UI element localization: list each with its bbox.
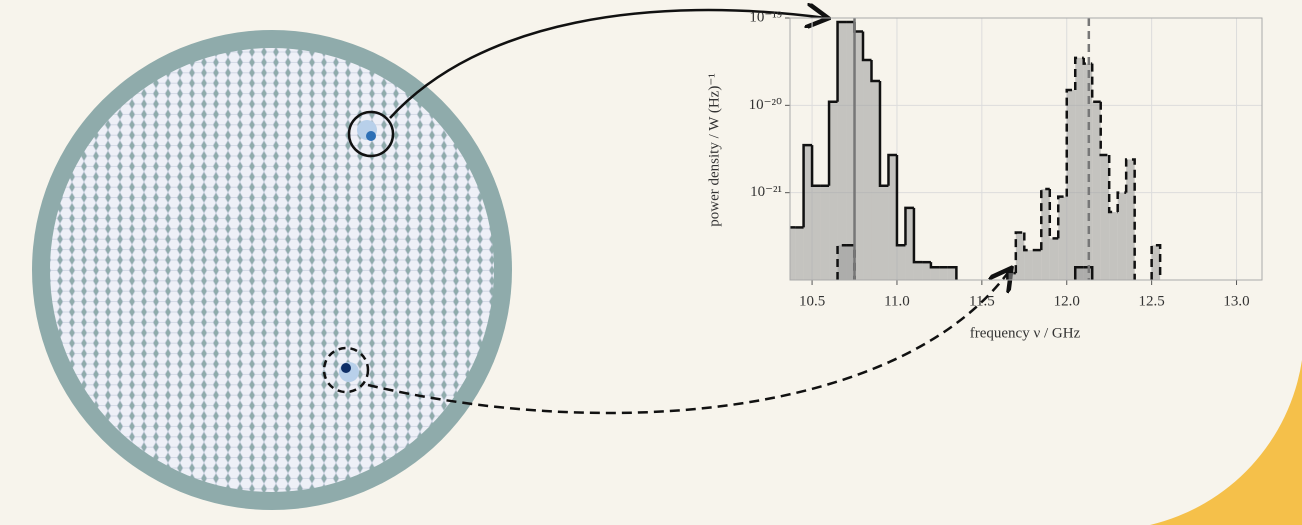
bin — [1007, 273, 1016, 280]
bin — [922, 262, 931, 280]
x-tick-label: 10.5 — [799, 293, 825, 309]
bin — [863, 60, 872, 280]
x-tick-label: 13.0 — [1223, 293, 1249, 309]
x-tick-label: 11.5 — [969, 293, 995, 309]
bin-outline — [836, 243, 847, 280]
bin-outline — [1090, 63, 1101, 103]
bin — [930, 267, 940, 280]
bin — [1126, 159, 1135, 280]
x-tick-label: 12.5 — [1139, 293, 1165, 309]
plot-frame — [789, 17, 1263, 281]
bin-outline — [887, 153, 897, 186]
bin — [871, 80, 880, 280]
bin — [812, 185, 821, 280]
arrow-solid — [389, 10, 826, 119]
bin-outline — [1083, 265, 1094, 280]
bin-outline — [904, 206, 914, 246]
bin-outline — [1116, 191, 1127, 213]
bin — [947, 267, 957, 280]
bin-outline — [1150, 243, 1162, 280]
bin-outline — [1057, 195, 1067, 239]
bin-outline — [1023, 232, 1033, 252]
bin-outline — [870, 60, 880, 83]
bin-outline — [947, 265, 958, 280]
bin — [1024, 250, 1033, 280]
bin — [1151, 245, 1161, 280]
bin — [879, 185, 889, 280]
hot-pixels — [339, 120, 377, 382]
bin-outline — [861, 31, 872, 62]
bin-outline — [878, 80, 889, 188]
bin — [1058, 196, 1067, 280]
bin-outline — [1048, 189, 1059, 240]
bin — [905, 207, 914, 280]
bin-outline — [1099, 101, 1110, 157]
bin-outline — [836, 20, 847, 102]
bin — [896, 245, 906, 280]
bin — [1049, 238, 1059, 280]
bin — [846, 245, 855, 280]
y-axis-label: power density / W (Hz)⁻¹ — [706, 73, 722, 227]
bin-outline — [810, 145, 821, 188]
bin-outline — [1124, 158, 1136, 280]
bin — [837, 245, 847, 280]
bin-outline — [790, 226, 796, 229]
bin-outline — [802, 143, 813, 228]
bin — [854, 31, 864, 280]
bin — [803, 145, 813, 280]
bin-outline — [1082, 57, 1093, 65]
bin — [1100, 154, 1110, 280]
bin-outline — [912, 207, 923, 264]
marker-dashed — [322, 346, 370, 394]
bin — [846, 21, 855, 280]
bin-outline — [1006, 271, 1016, 280]
bin-outline — [1107, 154, 1118, 214]
histogram-plot: power density / W (Hz)⁻¹ frequency ν / G… — [706, 9, 1263, 341]
y-tick-label: 10⁻²⁰ — [749, 97, 782, 113]
bin — [888, 154, 897, 280]
arrow-dashed — [367, 270, 1010, 415]
bin-outline — [929, 262, 940, 269]
bin — [1041, 189, 1050, 280]
bin — [820, 185, 830, 280]
bin-outline — [827, 100, 838, 186]
x-axis-label: frequency ν / GHz — [970, 325, 1081, 341]
bin — [795, 227, 804, 280]
bin — [1032, 250, 1042, 280]
bin — [790, 227, 796, 280]
marker-solid — [347, 110, 395, 158]
bin — [1083, 63, 1093, 280]
y-tick-label: 10⁻¹⁹ — [749, 9, 782, 25]
bin-outline — [1040, 187, 1050, 251]
detector-array — [50, 48, 494, 492]
bin-outline — [895, 154, 906, 247]
bin — [1092, 101, 1101, 280]
x-tick-label: 12.0 — [1054, 293, 1080, 309]
bin — [1015, 232, 1025, 280]
bin — [1117, 192, 1127, 280]
bin — [913, 262, 923, 280]
x-tick-label: 11.0 — [884, 293, 910, 309]
bin — [837, 21, 847, 280]
bin — [829, 101, 838, 280]
bin — [939, 267, 948, 280]
bin — [1109, 212, 1118, 280]
bin-outline — [1065, 88, 1076, 197]
bin-outline — [1014, 231, 1025, 274]
bin-outline — [1073, 265, 1084, 280]
bin — [1075, 57, 1084, 280]
bin-outline — [1073, 56, 1084, 90]
corner-decoration — [1150, 360, 1302, 525]
bin — [1066, 89, 1076, 280]
y-tick-label: 10⁻²¹ — [750, 184, 782, 200]
